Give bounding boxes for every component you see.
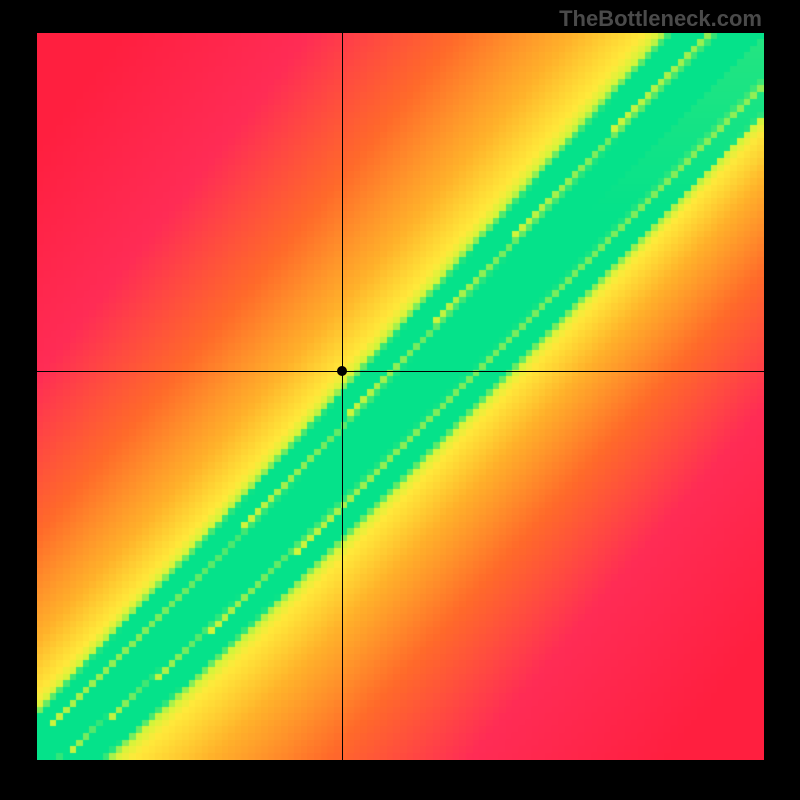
crosshair-horizontal bbox=[37, 371, 764, 372]
crosshair-vertical bbox=[342, 33, 343, 760]
heatmap-plot-area bbox=[37, 33, 764, 760]
data-point-marker bbox=[337, 366, 347, 376]
watermark-text: TheBottleneck.com bbox=[559, 6, 762, 32]
heatmap-canvas bbox=[37, 33, 764, 760]
chart-container: TheBottleneck.com bbox=[0, 0, 800, 800]
